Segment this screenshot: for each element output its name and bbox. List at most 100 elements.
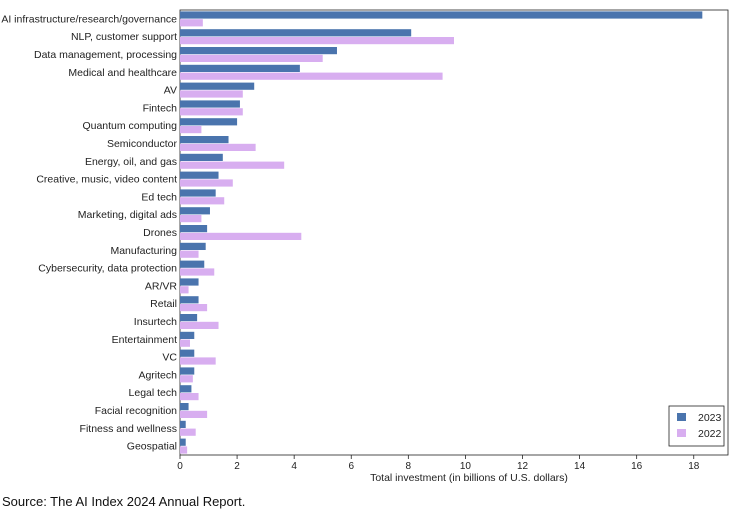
bar-2023-geospatial: [180, 438, 186, 446]
bar-2022-cybersecurity-data-protection: [180, 268, 215, 276]
bar-2022-medical-and-healthcare: [180, 72, 443, 80]
bar-2023-entertainment: [180, 331, 195, 339]
category-label-vc: VC: [162, 352, 177, 364]
category-labels: AI infrastructure/research/governance NLP…: [1, 13, 177, 452]
legend-label-2022: 2022: [698, 428, 722, 440]
category-label-data-management-processing: Data management, processing: [34, 49, 177, 61]
bar-2022-manufacturing: [180, 250, 199, 258]
bar-2022-facial-recognition: [180, 410, 208, 418]
x-axis: 0 2 4 6 8 10 12 14 16 18: [177, 455, 700, 472]
category-label-fintech: Fintech: [143, 102, 178, 114]
x-axis-title: Total investment (in billions of U.S. do…: [370, 472, 568, 484]
legend-swatch-2023: [677, 413, 686, 421]
bar-2023-retail: [180, 296, 199, 304]
category-label-creative-music-video-content: Creative, music, video content: [36, 174, 177, 186]
x-tick-label-6: 6: [348, 461, 354, 472]
bar-2023-fitness-and-wellness: [180, 420, 186, 428]
x-tick-label-14: 14: [574, 461, 586, 472]
bar-2023-insurtech: [180, 314, 198, 322]
bar-2022-drones: [180, 232, 302, 240]
category-label-cybersecurity-data-protection: Cybersecurity, data protection: [38, 263, 177, 275]
legend: 2023 2022: [668, 405, 725, 447]
bar-2022-ai-infrastructure-research-governance: [180, 19, 203, 27]
x-tick-label-0: 0: [177, 461, 183, 472]
bar-2022-marketing-digital-ads: [180, 215, 202, 223]
category-label-ar-vr: AR/VR: [145, 280, 178, 292]
category-label-ed-tech: Ed tech: [141, 191, 177, 203]
bar-2023-av: [180, 82, 255, 90]
category-label-entertainment: Entertainment: [112, 334, 177, 346]
category-label-insurtech: Insurtech: [134, 316, 177, 328]
category-label-energy-oil-and-gas: Energy, oil, and gas: [85, 156, 177, 168]
x-tick-label-2: 2: [234, 461, 240, 472]
bar-2022-energy-oil-and-gas: [180, 161, 285, 169]
bar-2023-data-management-processing: [180, 47, 337, 55]
bar-2022-data-management-processing: [180, 54, 323, 62]
bar-2023-vc: [180, 349, 195, 357]
bar-2022-ed-tech: [180, 197, 225, 205]
category-label-retail: Retail: [150, 298, 177, 310]
bar-2022-entertainment: [180, 339, 190, 347]
category-label-semiconductor: Semiconductor: [107, 138, 178, 150]
x-tick-label-12: 12: [517, 461, 529, 472]
source-caption: Source: The AI Index 2024 Annual Report.: [2, 494, 246, 509]
bar-2022-quantum-computing: [180, 126, 202, 134]
bar-2023-marketing-digital-ads: [180, 207, 210, 215]
bar-2023-nlp-customer-support: [180, 29, 412, 37]
category-label-geospatial: Geospatial: [127, 441, 177, 453]
category-label-manufacturing: Manufacturing: [110, 245, 177, 257]
x-tick-label-8: 8: [406, 461, 412, 472]
legend-box: [668, 405, 725, 447]
plot-border: [179, 9, 729, 456]
bar-2023-creative-music-video-content: [180, 171, 219, 179]
bar-2022-ar-vr: [180, 286, 189, 294]
plot-frame: [179, 9, 729, 456]
category-label-marketing-digital-ads: Marketing, digital ads: [78, 209, 177, 221]
bar-2022-insurtech: [180, 321, 219, 329]
bar-2023-drones: [180, 225, 208, 233]
bar-2022-semiconductor: [180, 143, 256, 151]
bar-2023-agritech: [180, 367, 195, 375]
bar-2023-quantum-computing: [180, 118, 238, 126]
x-tick-label-10: 10: [460, 461, 472, 472]
bars: [180, 11, 703, 454]
bar-2022-nlp-customer-support: [180, 37, 454, 45]
bar-2023-medical-and-healthcare: [180, 64, 300, 72]
bar-2022-av: [180, 90, 243, 98]
category-label-agritech: Agritech: [138, 369, 177, 381]
bar-2022-agritech: [180, 375, 193, 383]
x-tick-label-4: 4: [291, 461, 297, 472]
bar-2022-geospatial: [180, 446, 188, 454]
bar-2023-energy-oil-and-gas: [180, 153, 223, 161]
bar-2022-creative-music-video-content: [180, 179, 233, 187]
bar-2022-retail: [180, 304, 208, 312]
bar-2023-manufacturing: [180, 242, 206, 250]
bar-2023-ed-tech: [180, 189, 216, 197]
bar-2023-ai-infrastructure-research-governance: [180, 11, 703, 19]
bar-2022-fintech: [180, 108, 243, 116]
category-label-quantum-computing: Quantum computing: [82, 120, 177, 132]
category-label-nlp-customer-support: NLP, customer support: [71, 31, 177, 43]
bar-2022-fitness-and-wellness: [180, 428, 196, 436]
category-label-ai-infrastructure-research-governance: AI infrastructure/research/governance: [1, 13, 177, 25]
bar-2023-legal-tech: [180, 385, 192, 393]
bar-2023-facial-recognition: [180, 403, 189, 411]
category-label-medical-and-healthcare: Medical and healthcare: [68, 67, 177, 79]
bar-2023-cybersecurity-data-protection: [180, 260, 205, 268]
category-label-av: AV: [164, 85, 177, 97]
category-label-legal-tech: Legal tech: [129, 387, 178, 399]
bar-2023-ar-vr: [180, 278, 199, 286]
category-label-fitness-and-wellness: Fitness and wellness: [80, 423, 177, 435]
bar-2022-legal-tech: [180, 393, 199, 401]
legend-label-2023: 2023: [698, 412, 722, 424]
x-tick-label-16: 16: [631, 461, 643, 472]
bar-2022-vc: [180, 357, 216, 365]
x-tick-label-18: 18: [688, 461, 700, 472]
category-label-drones: Drones: [143, 227, 177, 239]
bar-2023-semiconductor: [180, 136, 229, 144]
category-label-facial-recognition: Facial recognition: [95, 405, 177, 417]
legend-swatch-2022: [677, 429, 686, 437]
bar-2023-fintech: [180, 100, 240, 108]
